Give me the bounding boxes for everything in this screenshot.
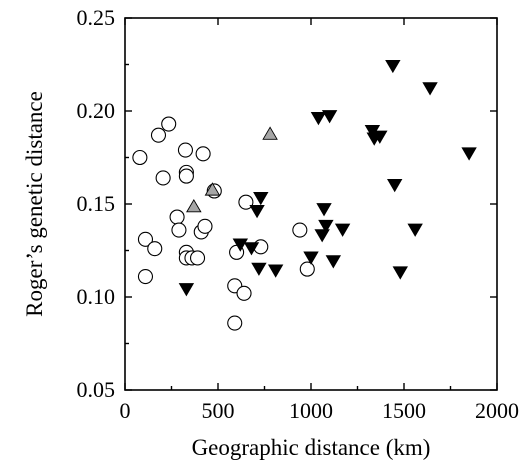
point-filled-triangle-down	[387, 178, 403, 193]
point-filled-triangle-down	[372, 130, 388, 144]
point-open-circle	[155, 170, 171, 186]
point-filled-triangle-down	[178, 283, 195, 297]
point-open-circle	[132, 149, 148, 166]
x-tick-label: 0	[120, 398, 131, 423]
y-tick-label: 0.10	[77, 284, 116, 309]
x-tick-label: 1000	[289, 398, 333, 423]
point-open-circle	[137, 231, 154, 247]
y-tick-label: 0.15	[77, 191, 116, 216]
point-filled-triangle-down	[321, 110, 338, 124]
point-open-circle	[177, 142, 193, 158]
point-filled-triangle-down	[249, 205, 265, 219]
point-filled-triangle-down	[314, 229, 330, 243]
point-open-circle	[238, 194, 254, 210]
point-open-circle	[161, 116, 177, 132]
point-open-circle	[292, 222, 308, 238]
y-tick-label: 0.20	[77, 98, 116, 123]
point-open-circle	[227, 315, 243, 331]
point-filled-triangle-down	[316, 203, 332, 217]
point-open-circle	[150, 127, 167, 143]
point-open-circle	[137, 268, 154, 285]
x-tick-label: 500	[202, 398, 235, 423]
point-filled-triangle-down	[310, 112, 327, 126]
point-grey-triangle-up	[262, 126, 278, 140]
point-open-circle	[171, 222, 187, 238]
point-filled-triangle-down	[243, 242, 260, 256]
point-filled-triangle-down	[385, 59, 401, 74]
point-open-circle	[189, 250, 206, 266]
point-filled-triangle-down	[251, 262, 267, 276]
point-open-circle	[195, 146, 211, 162]
point-open-circle	[197, 218, 213, 234]
point-filled-triangle-down	[267, 264, 284, 278]
point-filled-triangle-down	[461, 147, 477, 161]
y-axis-label: Roger’s genetic distance	[22, 91, 47, 317]
point-open-circle	[178, 168, 194, 184]
point-filled-triangle-down	[303, 251, 319, 265]
y-tick-label: 0.05	[77, 377, 116, 402]
point-open-circle	[236, 285, 252, 301]
point-open-circle	[147, 241, 163, 257]
point-open-circle	[169, 209, 185, 225]
y-tick-label: 0.25	[77, 5, 116, 30]
point-filled-triangle-down	[325, 255, 342, 269]
x-tick-label: 2000	[475, 398, 519, 423]
point-filled-triangle-down	[334, 223, 351, 237]
point-grey-triangle-up	[186, 198, 202, 213]
point-filled-triangle-down	[392, 266, 408, 280]
axes: 0.05 0.10 0.15 0.20 0.25 0 500 1000 1500 2000	[77, 5, 520, 423]
x-tick-label: 1500	[382, 398, 426, 423]
data-points	[132, 59, 477, 331]
plot-frame	[124, 17, 498, 391]
point-filled-triangle-down	[407, 223, 423, 237]
point-filled-triangle-down	[232, 238, 249, 252]
point-filled-triangle-down	[318, 219, 334, 234]
point-grey-triangle-up	[204, 182, 221, 196]
point-filled-triangle-down	[253, 192, 269, 206]
point-filled-triangle-down	[422, 82, 438, 96]
point-open-circle	[299, 261, 315, 277]
x-axis-label: Geographic distance (km)	[192, 435, 431, 460]
